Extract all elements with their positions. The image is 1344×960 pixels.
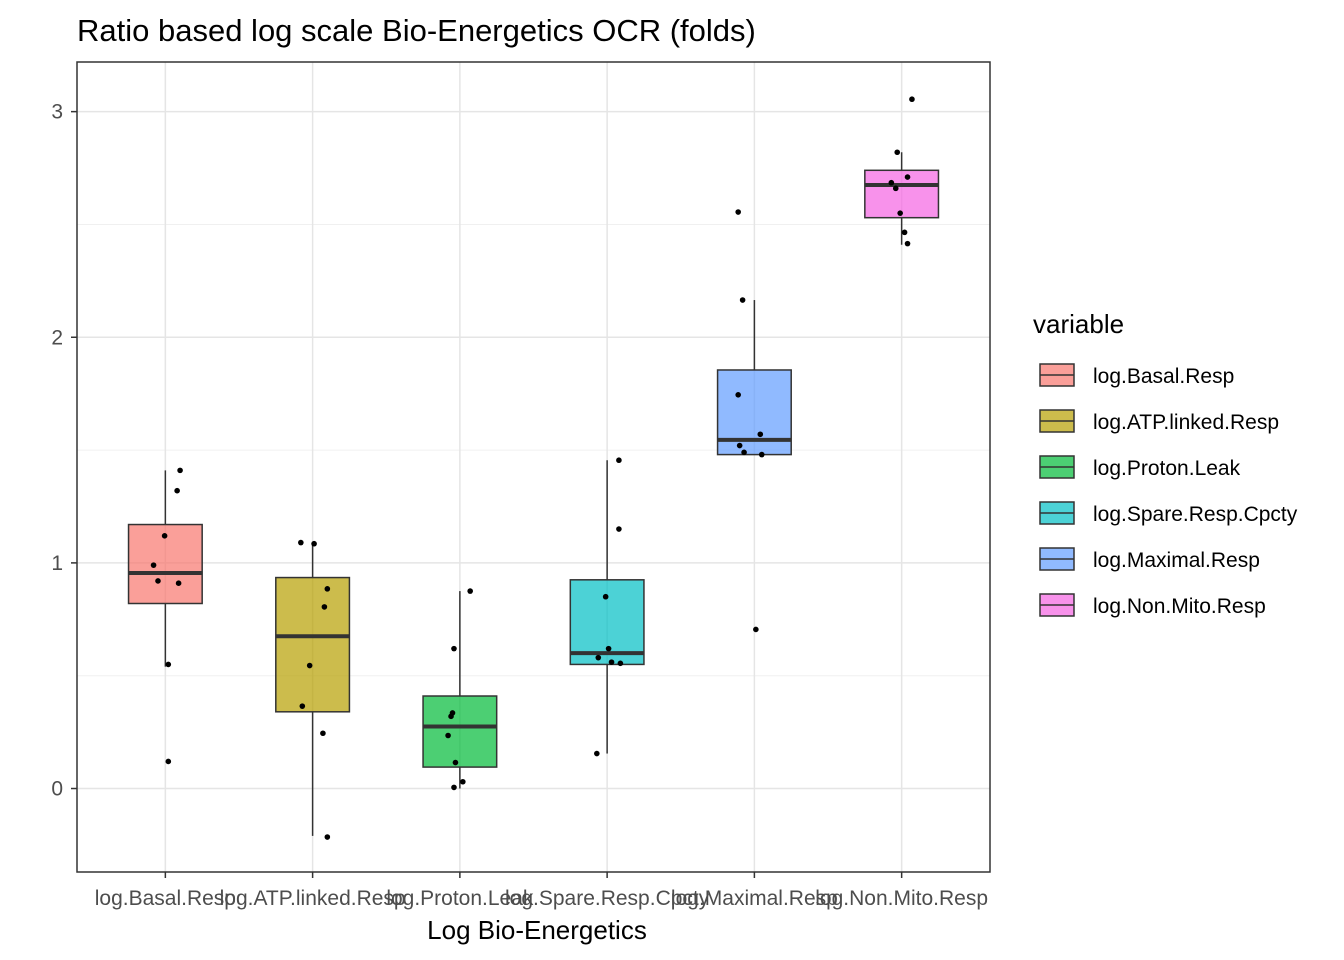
x-axis: log.Basal.Resplog.ATP.linked.Resplog.Pro… xyxy=(95,872,988,910)
data-point xyxy=(605,645,612,652)
x-tick-label: log.Basal.Resp xyxy=(95,887,236,910)
x-tick-label: log.Proton.Leak xyxy=(386,887,534,910)
data-point xyxy=(736,442,743,449)
x-axis-title: Log Bio-Energetics xyxy=(427,915,647,945)
box-log.Proton.Leak xyxy=(422,695,498,768)
data-point xyxy=(321,604,328,610)
data-point xyxy=(741,449,747,456)
legend-label: log.ATP.linked.Resp xyxy=(1093,411,1279,434)
legend-label: log.Non.Mito.Resp xyxy=(1093,595,1266,618)
data-point xyxy=(739,297,746,303)
data-point xyxy=(451,784,457,791)
data-point xyxy=(324,834,331,840)
data-point xyxy=(616,457,622,464)
data-point xyxy=(904,174,911,180)
y-axis: 0 1 2 3 xyxy=(51,101,77,801)
data-point xyxy=(735,391,741,398)
y-tick-label: 2 xyxy=(51,326,63,349)
y-tick-label: 1 xyxy=(51,552,63,575)
x-tick-label: log.Maximal.Resp xyxy=(671,887,838,910)
legend-label: log.Spare.Resp.Cpcty xyxy=(1093,503,1298,526)
x-tick-label: log.ATP.linked.Resp xyxy=(220,887,406,910)
data-point xyxy=(165,661,172,668)
data-point xyxy=(306,662,313,669)
legend-label: log.Basal.Resp xyxy=(1093,365,1234,388)
data-point xyxy=(616,526,622,532)
data-point xyxy=(165,758,172,765)
major-gridlines xyxy=(77,62,990,872)
data-point xyxy=(892,185,899,192)
data-point xyxy=(735,209,741,215)
data-point xyxy=(901,229,908,236)
data-point xyxy=(299,703,306,709)
data-point xyxy=(311,540,317,547)
data-point xyxy=(894,149,901,156)
data-point xyxy=(161,533,168,539)
data-point xyxy=(602,593,609,600)
data-point xyxy=(177,467,183,474)
data-point xyxy=(320,730,326,737)
data-point xyxy=(617,660,624,667)
x-tick-label: log.Spare.Resp.Cpcty xyxy=(505,887,710,910)
data-point xyxy=(909,96,915,103)
data-point xyxy=(757,431,764,438)
minor-gridlines xyxy=(77,223,990,677)
data-point xyxy=(175,580,182,586)
data-point xyxy=(467,588,473,594)
box-log.Non.Mito.Resp xyxy=(864,169,940,219)
data-point xyxy=(298,539,304,546)
data-point xyxy=(150,562,157,568)
data-point xyxy=(753,626,759,633)
data-point xyxy=(594,750,600,757)
data-point xyxy=(608,659,615,665)
data-point xyxy=(448,713,454,720)
legend-label: log.Proton.Leak xyxy=(1093,457,1241,480)
y-tick-label: 0 xyxy=(51,778,63,801)
box-plot-boxes xyxy=(127,152,940,836)
data-point xyxy=(174,487,180,494)
data-point xyxy=(324,586,331,592)
legend: log.Basal.Resp log.ATP.linked.Resp log.Pro… xyxy=(1039,363,1298,618)
panel-border xyxy=(76,61,991,873)
jitter-points xyxy=(150,96,915,840)
x-tick-label: log.Non.Mito.Resp xyxy=(815,887,988,910)
data-point xyxy=(452,759,459,766)
legend-label: log.Maximal.Resp xyxy=(1093,549,1260,572)
data-point xyxy=(897,210,903,216)
data-point xyxy=(445,732,451,739)
data-point xyxy=(888,179,895,186)
data-point xyxy=(904,240,911,247)
chart-title: Ratio based log scale Bio-Energetics OCR… xyxy=(77,13,756,48)
data-point xyxy=(595,654,602,661)
data-point xyxy=(460,778,466,785)
y-tick-label: 3 xyxy=(51,101,63,124)
data-point xyxy=(451,645,457,652)
legend-title: variable xyxy=(1033,309,1124,339)
data-point xyxy=(155,578,161,584)
box-log.ATP.linked.Resp xyxy=(275,576,351,713)
data-point xyxy=(758,451,765,458)
